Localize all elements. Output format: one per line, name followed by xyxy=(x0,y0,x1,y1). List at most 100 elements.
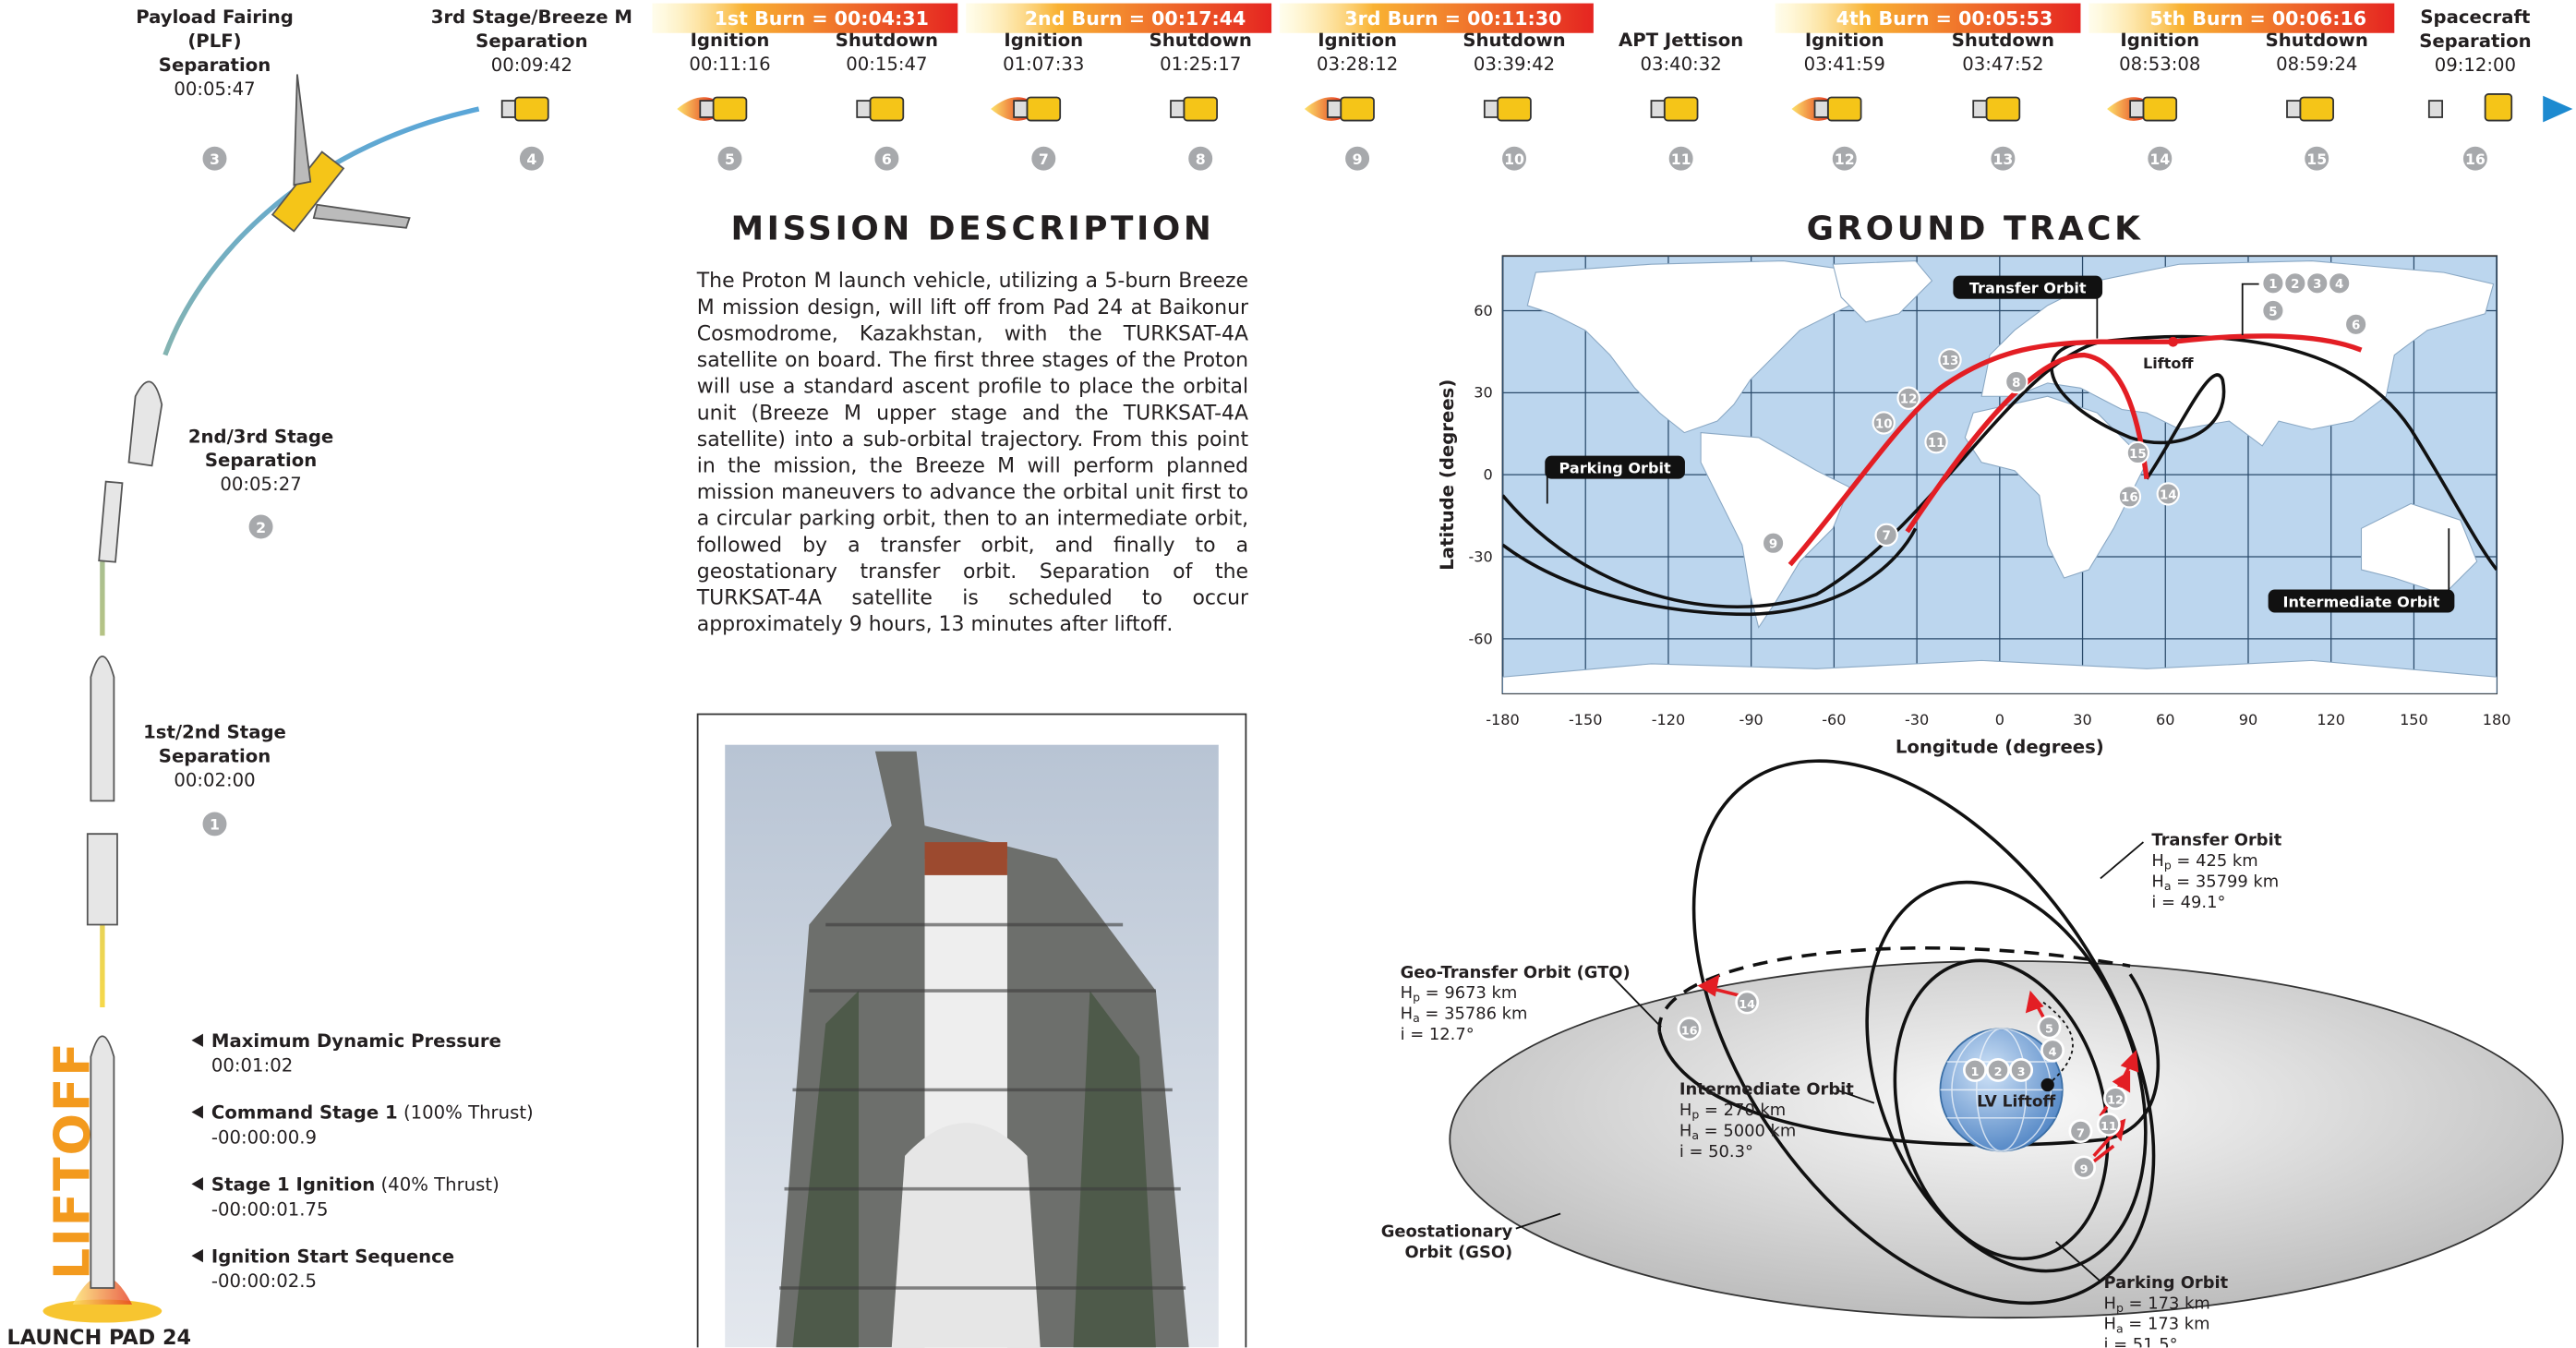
event-time: -00:00:01.75 xyxy=(211,1198,329,1220)
orbit-param: Ha = 173 km xyxy=(2103,1315,2209,1336)
param-part: H xyxy=(2151,851,2163,871)
event-label: Separation xyxy=(205,450,317,471)
event-name: Ignition Start Sequence xyxy=(211,1246,454,1267)
orbit-param: i = 49.1° xyxy=(2151,893,2225,912)
event-time: 00:01:02 xyxy=(211,1055,293,1077)
bullet-arrow xyxy=(191,1177,203,1190)
lv-liftoff-point xyxy=(2041,1078,2054,1091)
spacecraft-icon xyxy=(1498,98,1531,121)
y-tick-label: -60 xyxy=(1469,630,1493,647)
x-tick-label: 60 xyxy=(2156,711,2174,728)
step-number: 7 xyxy=(1039,150,1049,168)
event-time: 00:05:47 xyxy=(174,78,255,100)
marker-label: 7 xyxy=(1883,530,1891,544)
prelaunch-event: Ignition Start Sequence xyxy=(211,1246,454,1267)
event-label: 3rd Stage/Breeze M xyxy=(431,6,632,28)
orbit-param: Hp = 9673 km xyxy=(1401,983,1518,1005)
orbit-label: Parking Orbit xyxy=(1559,459,1672,476)
event-time: 00:02:00 xyxy=(174,769,255,790)
x-tick-label: -120 xyxy=(1652,711,1686,728)
x-axis-label: Longitude (degrees) xyxy=(1896,737,2104,758)
spacecraft-icon xyxy=(2143,98,2176,121)
param-part: = 35786 km xyxy=(1420,1004,1528,1023)
orbit-name: Intermediate Orbit xyxy=(1679,1080,1854,1100)
x-tick-label: -90 xyxy=(1739,711,1763,728)
marker-label: 3 xyxy=(2313,278,2321,292)
step-number: 4 xyxy=(526,150,536,168)
marker-label: 12 xyxy=(1900,393,1918,407)
param-part: a xyxy=(2116,1321,2124,1335)
liftoff-label: LIFTOFF xyxy=(43,1041,102,1280)
event-time: -00:00:02.5 xyxy=(211,1270,317,1292)
marker-label: 6 xyxy=(2352,319,2360,333)
step-number: 3 xyxy=(2017,1065,2026,1079)
prelaunch-event: Command Stage 1 (100% Thrust) xyxy=(211,1102,534,1124)
burn-label: 3rd Burn = 00:11:30 xyxy=(1344,7,1561,30)
event-label: Payload Fairing xyxy=(136,6,294,28)
prelaunch-event: Maximum Dynamic Pressure xyxy=(211,1030,501,1052)
event-time: 08:59:24 xyxy=(2276,54,2357,75)
x-tick-label: -30 xyxy=(1905,711,1929,728)
step-number: 9 xyxy=(2080,1163,2088,1177)
event-label: (PLF) xyxy=(187,30,241,52)
event-time: 00:09:42 xyxy=(491,54,572,76)
step-number: 14 xyxy=(2149,150,2170,168)
param-part: i = 49.1° xyxy=(2151,893,2225,912)
event-time: -00:00:00.9 xyxy=(211,1127,317,1149)
event-time: 08:53:08 xyxy=(2119,54,2200,75)
step-number: 14 xyxy=(1739,998,1755,1012)
param-part: = 5000 km xyxy=(1699,1121,1796,1140)
param-part: p xyxy=(1413,991,1420,1005)
step-number: 1 xyxy=(210,816,220,834)
event-label: Spacecraft xyxy=(2420,6,2530,28)
step-number: 8 xyxy=(1196,150,1206,168)
event-time: 03:41:59 xyxy=(1804,54,1885,75)
stage-icon xyxy=(502,101,515,117)
bullet-arrow xyxy=(191,1105,203,1118)
param-part: a xyxy=(2164,879,2172,893)
spacecraft-icon xyxy=(1184,98,1217,121)
param-part: i = 12.7° xyxy=(1401,1025,1475,1044)
marker-label: 11 xyxy=(1928,437,1945,451)
step-number: 2 xyxy=(1994,1065,2003,1079)
event-time: 09:12:00 xyxy=(2435,54,2516,76)
param-part: H xyxy=(1679,1101,1691,1120)
orbit-param: Ha = 35799 km xyxy=(2151,872,2279,893)
marker-label: 10 xyxy=(1875,417,1893,431)
stage-icon xyxy=(1485,101,1498,117)
event-label: Separation xyxy=(159,54,271,76)
step-number: 3 xyxy=(210,150,220,168)
canvas: 1st/2nd StageSeparation00:02:0012nd/3rd … xyxy=(0,0,2576,1347)
x-tick-label: -150 xyxy=(1569,711,1603,728)
step-number: 4 xyxy=(2049,1046,2057,1060)
spacecraft-icon xyxy=(1987,98,2020,121)
launch-pad-label: LAUNCH PAD 24 xyxy=(7,1326,192,1348)
param-part: a xyxy=(1413,1011,1420,1025)
marker-label: 13 xyxy=(1942,355,1959,368)
event-time: 03:40:32 xyxy=(1641,54,1722,75)
event-time: 01:25:17 xyxy=(1160,54,1241,75)
param-part: = 173 km xyxy=(2124,1315,2210,1334)
param-part: p xyxy=(2116,1301,2124,1315)
x-tick-label: 90 xyxy=(2239,711,2257,728)
orbit-name: Transfer Orbit xyxy=(2151,831,2281,850)
event-label: Separation xyxy=(2419,30,2531,52)
event-name: Stage 1 Ignition xyxy=(211,1173,375,1195)
param-part: H xyxy=(2151,872,2163,891)
step-number: 2 xyxy=(256,519,266,536)
bullet-arrow xyxy=(191,1249,203,1262)
marker-label: 2 xyxy=(2291,278,2299,292)
event-label: Separation xyxy=(475,30,587,52)
param-part: H xyxy=(1401,1004,1413,1023)
orbit-name: Geo-Transfer Orbit (GTO) xyxy=(1401,963,1631,982)
stage-icon xyxy=(857,101,870,117)
x-tick-label: -60 xyxy=(1822,711,1846,728)
ascent-trail xyxy=(102,109,479,1007)
event-name: Command Stage 1 xyxy=(211,1102,398,1124)
param-part: H xyxy=(1679,1121,1691,1140)
step-number: 7 xyxy=(2076,1126,2085,1140)
event-time: 00:11:16 xyxy=(689,54,770,75)
step-number: 12 xyxy=(1835,150,1855,168)
spacecraft-icon xyxy=(714,98,747,121)
orbit-name: Parking Orbit xyxy=(2103,1273,2228,1293)
